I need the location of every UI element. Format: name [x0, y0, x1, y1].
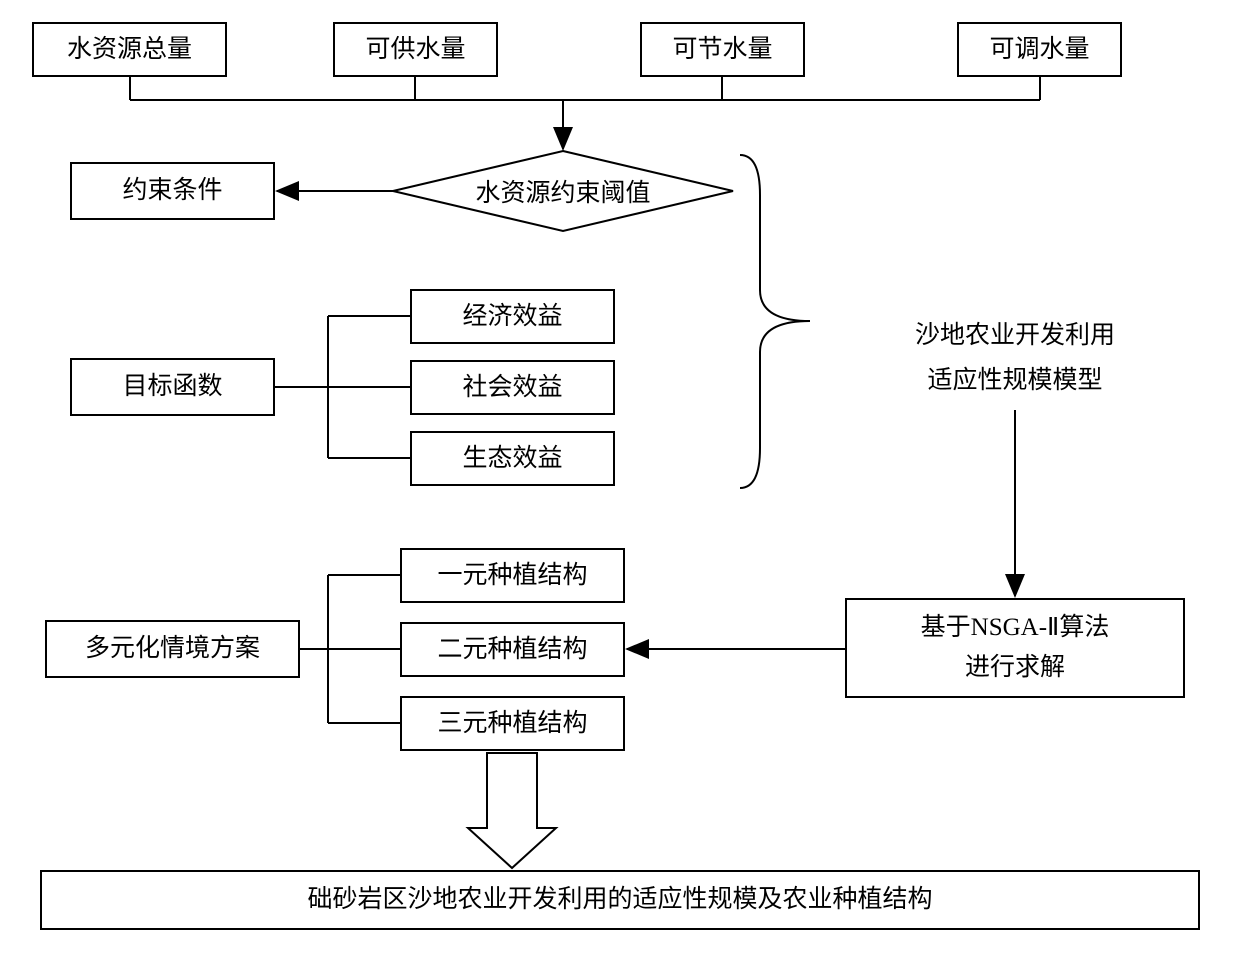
node-model: 沙地农业开发利用 适应性规模模型 — [845, 305, 1185, 410]
node-plant-1: 一元种植结构 — [400, 548, 625, 603]
label: 经济效益 — [462, 298, 562, 336]
label: 水资源总量 — [67, 31, 192, 69]
label: 目标函数 — [122, 368, 222, 406]
label: 可调水量 — [989, 31, 1089, 69]
node-diamond-threshold: 水资源约束阈值 — [430, 165, 696, 217]
curly-brace — [740, 155, 810, 488]
label: 二元种植结构 — [437, 631, 587, 669]
node-plant-3: 三元种植结构 — [400, 696, 625, 751]
label: 生态效益 — [462, 440, 562, 478]
node-water-supply: 可供水量 — [333, 22, 498, 77]
label: 三元种植结构 — [437, 705, 587, 743]
node-ecological: 生态效益 — [410, 431, 615, 486]
block-arrow — [468, 753, 556, 868]
label: 沙地农业开发利用 适应性规模模型 — [915, 313, 1115, 403]
node-water-adjust: 可调水量 — [957, 22, 1122, 77]
node-scenario: 多元化情境方案 — [45, 620, 300, 678]
node-objective: 目标函数 — [70, 358, 275, 416]
node-result: 础砂岩区沙地农业开发利用的适应性规模及农业种植结构 — [40, 870, 1200, 930]
node-social: 社会效益 — [410, 360, 615, 415]
label: 水资源约束阈值 — [475, 173, 650, 209]
label: 多元化情境方案 — [85, 630, 260, 668]
node-plant-2: 二元种植结构 — [400, 622, 625, 677]
node-water-total: 水资源总量 — [32, 22, 227, 77]
node-nsga: 基于NSGA-Ⅱ算法 进行求解 — [845, 598, 1185, 698]
label: 础砂岩区沙地农业开发利用的适应性规模及农业种植结构 — [307, 881, 932, 919]
label: 社会效益 — [462, 369, 562, 407]
flowchart-svg — [0, 0, 1240, 966]
label: 约束条件 — [122, 172, 222, 210]
label: 基于NSGA-Ⅱ算法 进行求解 — [921, 608, 1110, 688]
node-water-save: 可节水量 — [640, 22, 805, 77]
label: 可节水量 — [672, 31, 772, 69]
label: 可供水量 — [365, 31, 465, 69]
node-economic: 经济效益 — [410, 289, 615, 344]
node-constraint: 约束条件 — [70, 162, 275, 220]
label: 一元种植结构 — [437, 557, 587, 595]
